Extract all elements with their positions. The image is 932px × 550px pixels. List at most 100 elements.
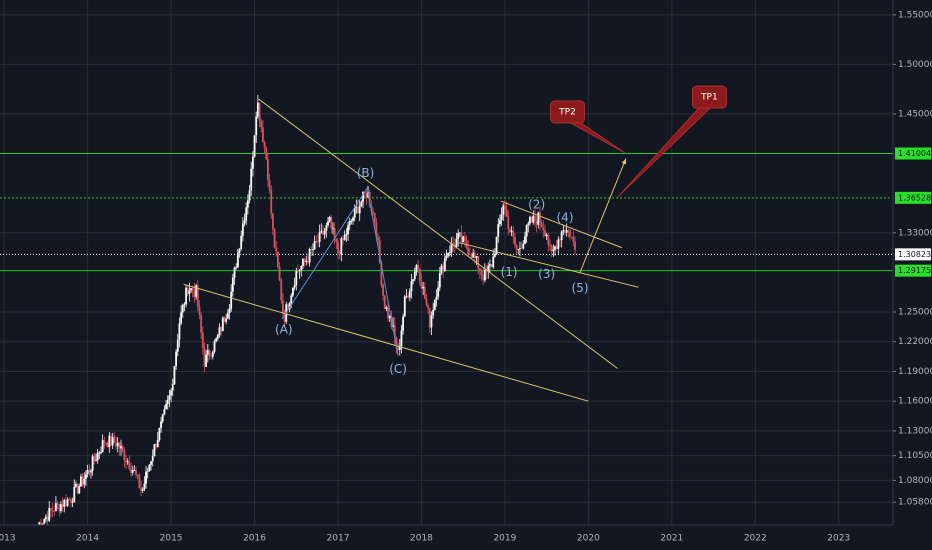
candle [432, 302, 435, 319]
candle-body [305, 260, 308, 263]
candle-body [106, 443, 109, 448]
candle-body [495, 236, 498, 254]
projection-arrowhead [621, 158, 627, 165]
time-axis-background [0, 525, 932, 550]
candle-body [572, 237, 575, 242]
candle-body [387, 307, 389, 319]
candle-body [173, 365, 176, 385]
candle-body [555, 246, 558, 249]
level-badge-1.29175: 1.29175 [895, 264, 931, 277]
candle-body [480, 271, 483, 275]
candle-body [527, 223, 530, 225]
candle-body [569, 230, 571, 237]
candle [251, 151, 254, 177]
candle [155, 442, 157, 450]
candle [405, 288, 408, 299]
candle-body [510, 230, 513, 232]
candle-body [337, 242, 339, 254]
candle-body [236, 252, 239, 268]
candle-body [398, 345, 401, 351]
candle [215, 337, 218, 343]
candle-body [519, 248, 521, 250]
candle [559, 237, 561, 248]
candle-body [111, 436, 114, 446]
candle-body [535, 220, 538, 225]
price-tick-label: 1.22000 [898, 337, 932, 347]
candle-body [153, 444, 156, 457]
candle [368, 189, 371, 208]
candle-body [512, 230, 515, 237]
candle-body [115, 442, 117, 447]
candle-body [564, 230, 566, 233]
candle-body [473, 252, 476, 258]
candle [322, 224, 324, 235]
candle [171, 378, 174, 397]
candle-body [350, 220, 353, 222]
candle-body [282, 300, 284, 314]
candle-body [193, 291, 196, 297]
price-axis[interactable]: 1.55000 1.50000 1.45000 1.33000 1.25000 1.220… [892, 0, 932, 550]
candle-body [273, 229, 276, 248]
candle-body [140, 488, 142, 491]
candle [402, 313, 405, 335]
candle-body [75, 484, 77, 488]
candle-body [290, 295, 293, 304]
candle [267, 152, 269, 187]
candle [520, 241, 523, 250]
candle [490, 263, 493, 268]
candle [63, 498, 66, 513]
candle [71, 497, 74, 507]
candle [460, 225, 463, 248]
candle [500, 207, 503, 226]
target-box [550, 100, 585, 124]
candle-body [213, 341, 216, 352]
candle-body [342, 238, 344, 240]
candle [360, 200, 363, 208]
candle [433, 299, 436, 311]
candle [385, 305, 388, 312]
candle-body [373, 212, 376, 223]
candle [345, 228, 348, 242]
wave-label-5: (5) [572, 281, 589, 295]
candle [574, 236, 576, 255]
candle-body [243, 220, 246, 224]
candle [121, 444, 124, 453]
candle-body [196, 285, 199, 307]
candle [472, 248, 475, 258]
candle [519, 241, 521, 257]
candle-body [522, 243, 525, 249]
candle-body [453, 244, 456, 247]
candle [243, 213, 246, 227]
candle-body [125, 460, 127, 462]
candle-body [507, 216, 510, 230]
candle-body [530, 216, 533, 223]
candle [505, 201, 508, 218]
candle [166, 395, 169, 410]
candle-body [135, 470, 137, 476]
candle [60, 501, 62, 514]
candle-body [560, 231, 563, 241]
candle [337, 238, 339, 260]
candle [477, 255, 480, 275]
time-axis[interactable]: 2013 2014 2015 2016 2017 2018 2019 2020 2021 2022… [0, 524, 932, 550]
candle-body [315, 241, 318, 242]
candle-body [340, 238, 343, 255]
candle [178, 317, 181, 348]
candle [145, 466, 147, 489]
candle-body [103, 440, 106, 443]
candle [458, 232, 461, 238]
candle [191, 285, 194, 298]
candle [342, 235, 344, 246]
time-tick-2021: 2021 [660, 534, 683, 544]
candle-body [383, 295, 386, 309]
candle [417, 259, 420, 273]
candle [440, 263, 443, 275]
candle-body [322, 230, 324, 235]
candle-body [330, 217, 333, 229]
candle-body [78, 486, 81, 494]
candle [236, 248, 239, 268]
candle [483, 263, 486, 283]
